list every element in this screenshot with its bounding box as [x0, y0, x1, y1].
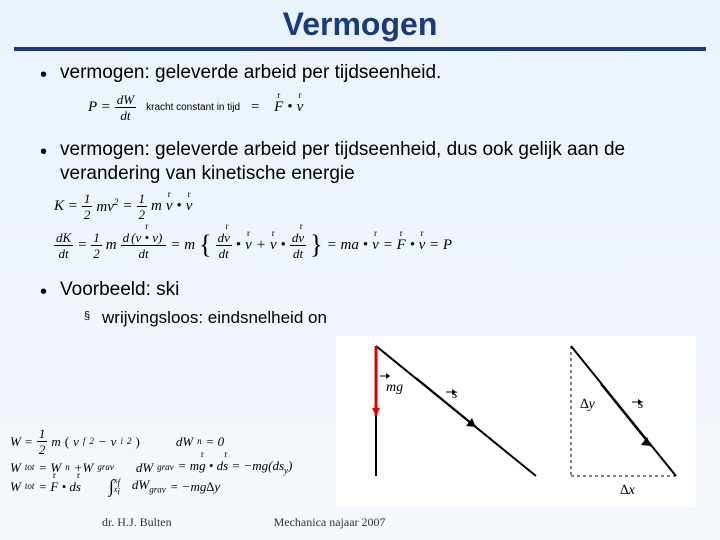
- eq2b-dv2: dvdt: [290, 231, 306, 260]
- bullet-dot: •: [40, 138, 60, 186]
- eq1-note: kracht constant in tijd: [146, 102, 240, 113]
- bullet-dot: •: [40, 278, 60, 302]
- content-area: • vermogen: geleverde arbeid per tijdsee…: [0, 61, 720, 328]
- eq3-row1: W = 12 m (vf2 − vi2) dWn = 0: [10, 427, 292, 456]
- ski-diagram: mg s ∆y ∆x s: [336, 336, 696, 506]
- eq2a-dot: •: [177, 198, 182, 215]
- eq2b-v2: v: [270, 237, 277, 254]
- footer: dr. H.J. Bulten Mechanica najaar 2007: [0, 515, 720, 530]
- subbullet-1-text: wrijvingsloos: eindsnelheid on: [102, 308, 327, 328]
- eq2b-mid: = m: [170, 237, 195, 254]
- subbullet-sq: §: [84, 308, 102, 328]
- eq2b-lhs: dKdt: [54, 231, 73, 260]
- eq2b-v3: v: [372, 237, 379, 254]
- bullet-1: • vermogen: geleverde arbeid per tijdsee…: [40, 61, 692, 85]
- bullet-2-text: vermogen: geleverde arbeid per tijdseenh…: [60, 138, 692, 186]
- eq2a-half1: 12: [82, 192, 93, 221]
- bullet-3-text: Voorbeeld: ski: [60, 278, 692, 302]
- footer-author: dr. H.J. Bulten: [0, 515, 274, 530]
- eq2a-mid: =: [122, 198, 132, 215]
- diag-mg: mg: [386, 380, 403, 395]
- eq1-P: P =: [88, 99, 111, 116]
- eq2b-eq1: =: [77, 237, 87, 254]
- slide-title: Vermogen: [0, 0, 720, 47]
- eq2b-dv1: dvdt: [216, 231, 232, 260]
- eq2b-half: 12: [91, 231, 102, 260]
- title-rule: [14, 47, 706, 51]
- equations-bottom: W = 12 m (vf2 − vi2) dWn = 0 Wtot = Wn +…: [10, 424, 292, 498]
- eq2b-dvv: d(v • v) dt: [121, 231, 167, 260]
- diag-s2: s: [638, 397, 644, 412]
- subbullet-1: § wrijvingsloos: eindsnelheid on: [84, 308, 692, 328]
- eq2a-mv2: mv2: [96, 197, 118, 216]
- eq2b-Fv: = F • v = P: [383, 237, 452, 254]
- eq2a-half2: 12: [137, 192, 148, 221]
- eq2b-plus: +: [256, 237, 266, 254]
- eq1-dW: dW: [115, 93, 136, 108]
- bullet-1-text: vermogen: geleverde arbeid per tijdseenh…: [60, 61, 692, 85]
- bullet-3: • Voorbeeld: ski: [40, 278, 692, 302]
- bullet-dot: •: [40, 61, 60, 85]
- diag-dx: ∆x: [620, 483, 636, 498]
- bullet-2: • vermogen: geleverde arbeid per tijdsee…: [40, 138, 692, 186]
- eq2b-m1: m: [106, 237, 117, 254]
- eq1-dot: •: [287, 99, 292, 116]
- eq1-dt: dt: [118, 108, 132, 122]
- eq2b-v1: v: [245, 237, 252, 254]
- equation-power: P = dW dt kracht constant in tijd = F • …: [88, 93, 692, 122]
- diagram-svg: mg s ∆y ∆x s: [336, 336, 696, 506]
- eq3-row3: Wtot = F • ds ∫ xf xi dWgrav = −mg∆y: [10, 478, 292, 495]
- eq2a-v1: v: [166, 198, 173, 215]
- eq2b-lbrace: {: [199, 237, 211, 253]
- eq2a-K: K =: [54, 198, 78, 215]
- eq2a-v2: v: [186, 198, 193, 215]
- equation-kinetic: K = 12 mv2 = 12 m v • v dKdt = 12 m d(v …: [54, 192, 692, 260]
- eq2b-dot3: •: [363, 237, 368, 254]
- eq2b-dot1: •: [236, 237, 241, 254]
- eq1-F: F: [274, 99, 283, 116]
- eq1-v: v: [297, 99, 304, 116]
- eq1-frac: dW dt: [115, 93, 136, 122]
- diag-dy: ∆y: [580, 397, 596, 412]
- diag-s1: s: [452, 387, 458, 402]
- eq2b-dot2: •: [281, 237, 286, 254]
- eq2b-rbrace: }: [310, 237, 322, 253]
- footer-course: Mechanica najaar 2007: [274, 515, 562, 530]
- eq1-eq: =: [250, 99, 260, 116]
- eq2b-ma: = ma: [327, 237, 359, 254]
- eq2a-m: m: [151, 198, 162, 215]
